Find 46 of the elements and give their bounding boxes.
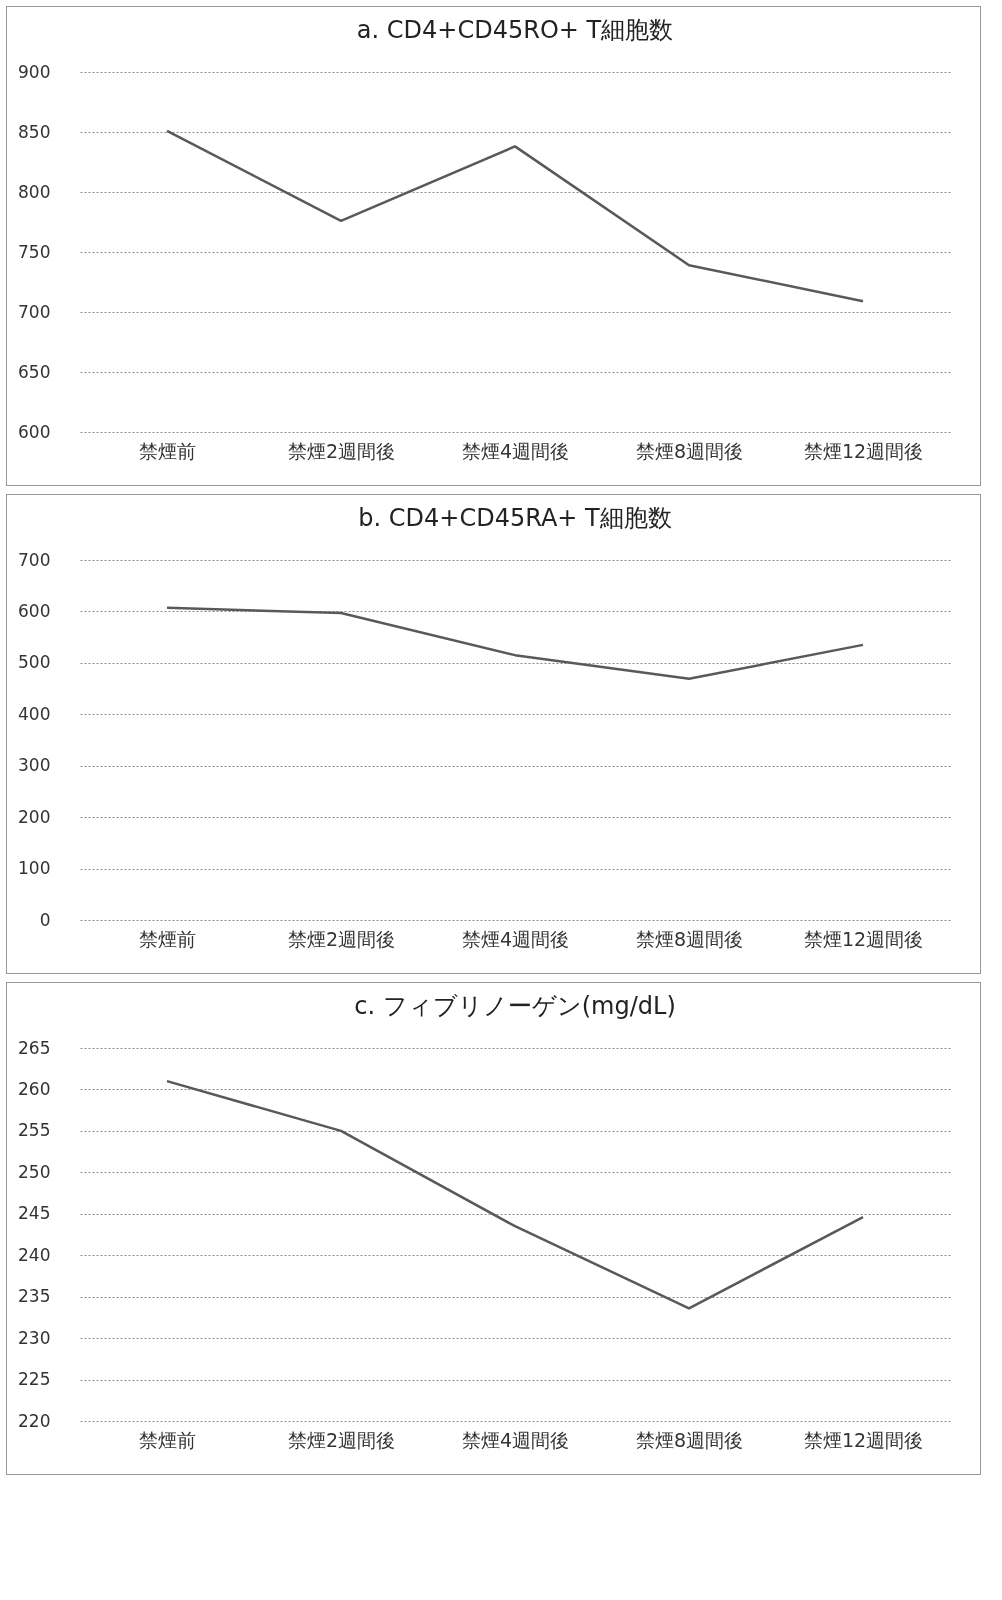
x-tick-label: 禁煙12週間後 xyxy=(803,927,924,950)
y-tick-label: 650 xyxy=(18,361,51,382)
x-tick-label: 禁煙8週間後 xyxy=(635,1428,744,1451)
x-tick-label: 禁煙前 xyxy=(139,927,196,950)
y-tick-label: 265 xyxy=(18,1037,51,1058)
y-tick-label: 225 xyxy=(18,1369,51,1390)
y-tick-label: 700 xyxy=(18,549,51,570)
y-tick-label: 900 xyxy=(18,61,51,82)
line-series xyxy=(165,606,865,681)
x-tick-label: 禁煙12週間後 xyxy=(803,1428,924,1451)
y-tick-label: 600 xyxy=(18,421,51,442)
line-series xyxy=(165,1079,865,1310)
y-tick-label: 0 xyxy=(39,909,51,930)
y-tick-label: 100 xyxy=(18,858,51,879)
y-tick-label: 500 xyxy=(18,652,51,673)
x-tick-label: 禁煙8週間後 xyxy=(635,439,744,462)
x-tick-label: 禁煙4週間後 xyxy=(461,927,570,950)
x-tick-label: 禁煙4週間後 xyxy=(461,1428,570,1451)
x-tick-label: 禁煙前 xyxy=(139,1428,196,1451)
x-tick-label: 禁煙2週間後 xyxy=(287,439,396,462)
y-tick-label: 255 xyxy=(18,1120,51,1141)
x-tick-label: 禁煙2週間後 xyxy=(287,927,396,950)
chart-title: c. フィブリノーゲン(mg/dL) xyxy=(354,992,676,1020)
y-tick-label: 750 xyxy=(18,241,51,262)
y-tick-label: 220 xyxy=(18,1410,51,1431)
y-tick-label: 250 xyxy=(18,1161,51,1182)
y-tick-label: 700 xyxy=(18,301,51,322)
x-tick-label: 禁煙12週間後 xyxy=(803,439,924,462)
y-tick-label: 235 xyxy=(18,1286,51,1307)
y-tick-label: 850 xyxy=(18,121,51,142)
y-tick-label: 200 xyxy=(18,806,51,827)
y-tick-label: 230 xyxy=(18,1327,51,1348)
y-tick-label: 600 xyxy=(18,600,51,621)
x-tick-label: 禁煙2週間後 xyxy=(287,1428,396,1451)
chart-title: a. CD4+CD45RO+ T細胞数 xyxy=(356,16,674,44)
line-series xyxy=(165,129,865,303)
y-tick-label: 245 xyxy=(18,1203,51,1224)
y-tick-label: 260 xyxy=(18,1078,51,1099)
y-tick-label: 400 xyxy=(18,703,51,724)
y-tick-label: 240 xyxy=(18,1244,51,1265)
y-tick-label: 800 xyxy=(18,181,51,202)
x-tick-label: 禁煙8週間後 xyxy=(635,927,744,950)
x-tick-label: 禁煙前 xyxy=(139,439,196,462)
y-tick-label: 300 xyxy=(18,755,51,776)
x-tick-label: 禁煙4週間後 xyxy=(461,439,570,462)
chart-title: b. CD4+CD45RA+ T細胞数 xyxy=(358,504,672,532)
